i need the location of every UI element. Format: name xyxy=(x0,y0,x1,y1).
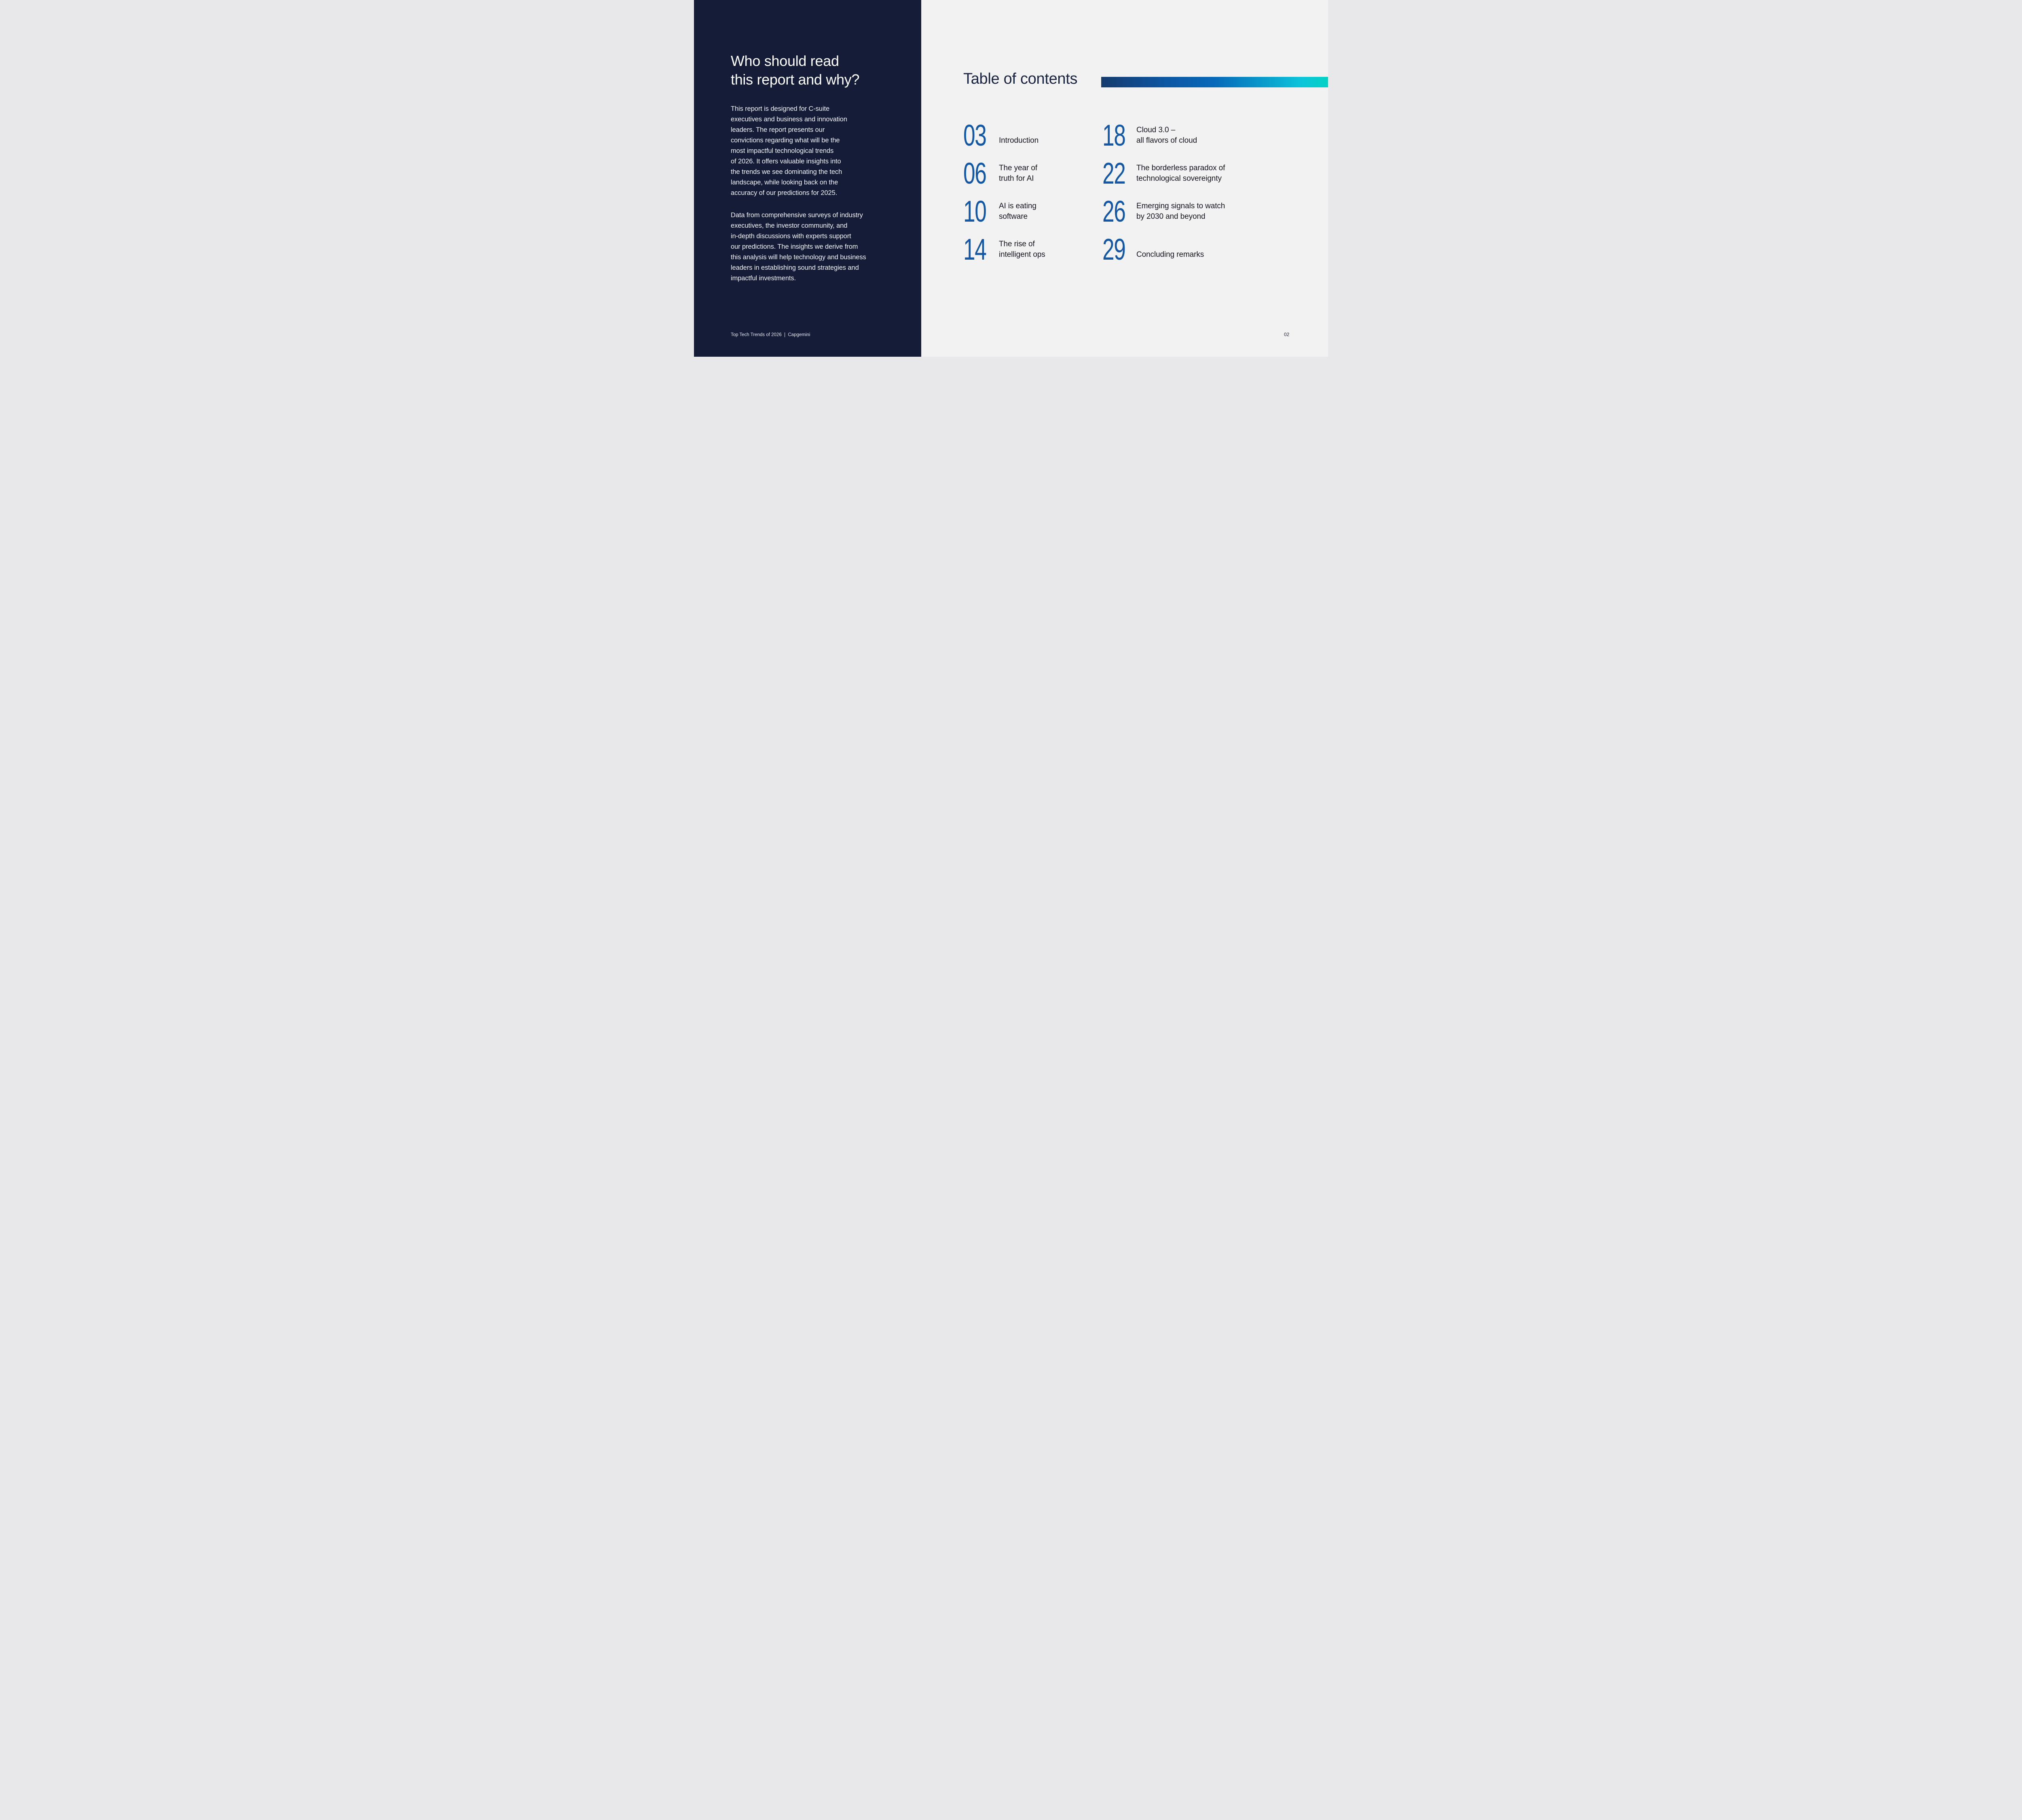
toc-page-number: 26 xyxy=(1102,195,1126,228)
toc-page-number: 14 xyxy=(963,233,987,266)
toc-grid: 03 Introduction 06 The year of truth for… xyxy=(963,116,1313,269)
toc-entry-label: Cloud 3.0 – all flavors of cloud xyxy=(1136,125,1197,145)
toc-entry-concluding-remarks: 29 Concluding remarks xyxy=(1102,231,1313,269)
toc-entry-ai-is-eating-software: 10 AI is eating software xyxy=(963,193,1102,231)
toc-entry-label: The year of truth for AI xyxy=(999,163,1038,183)
toc-entry-emerging-signals: 26 Emerging signals to watch by 2030 and… xyxy=(1102,193,1313,231)
toc-entry-label: The rise of intelligent ops xyxy=(999,239,1045,259)
toc-page-number: 29 xyxy=(1102,233,1126,266)
slide-table-of-contents: Who should read this report and why? Thi… xyxy=(694,0,1328,357)
toc-entry-cloud-3-0: 18 Cloud 3.0 – all flavors of cloud xyxy=(1102,116,1313,154)
report-footer-title: Top Tech Trends of 2026 | Capgemini xyxy=(731,332,810,337)
toc-entry-year-of-truth-for-ai: 06 The year of truth for AI xyxy=(963,154,1102,193)
toc-entry-label: Introduction xyxy=(999,136,1039,145)
toc-entry-borderless-paradox: 22 The borderless paradox of technologic… xyxy=(1102,154,1313,193)
toc-page-number: 03 xyxy=(963,119,987,152)
toc-page-number: 18 xyxy=(1102,119,1126,152)
left-intro-panel: Who should read this report and why? Thi… xyxy=(694,0,921,357)
toc-page-number: 10 xyxy=(963,195,987,228)
toc-entry-introduction: 03 Introduction xyxy=(963,116,1102,154)
accent-gradient-bar xyxy=(1101,77,1328,87)
left-panel-paragraph-2: Data from comprehensive surveys of indus… xyxy=(731,212,866,282)
toc-entry-label: AI is eating software xyxy=(999,201,1036,221)
table-of-contents-panel: Table of contents 03 Introduction 06 The… xyxy=(921,0,1328,357)
toc-entry-rise-of-intelligent-ops: 14 The rise of intelligent ops xyxy=(963,231,1102,269)
toc-entry-label: The borderless paradox of technological … xyxy=(1136,163,1225,183)
slide-page-number: 02 xyxy=(1284,332,1290,337)
toc-entry-label: Concluding remarks xyxy=(1136,250,1204,259)
page-title: Table of contents xyxy=(963,70,1078,87)
left-panel-paragraph-1: This report is designed for C-suite exec… xyxy=(731,105,847,197)
toc-page-number: 06 xyxy=(963,157,987,190)
left-panel-heading: Who should read this report and why? xyxy=(731,53,860,88)
toc-entry-label: Emerging signals to watch by 2030 and be… xyxy=(1136,201,1225,221)
toc-page-number: 22 xyxy=(1102,157,1126,190)
